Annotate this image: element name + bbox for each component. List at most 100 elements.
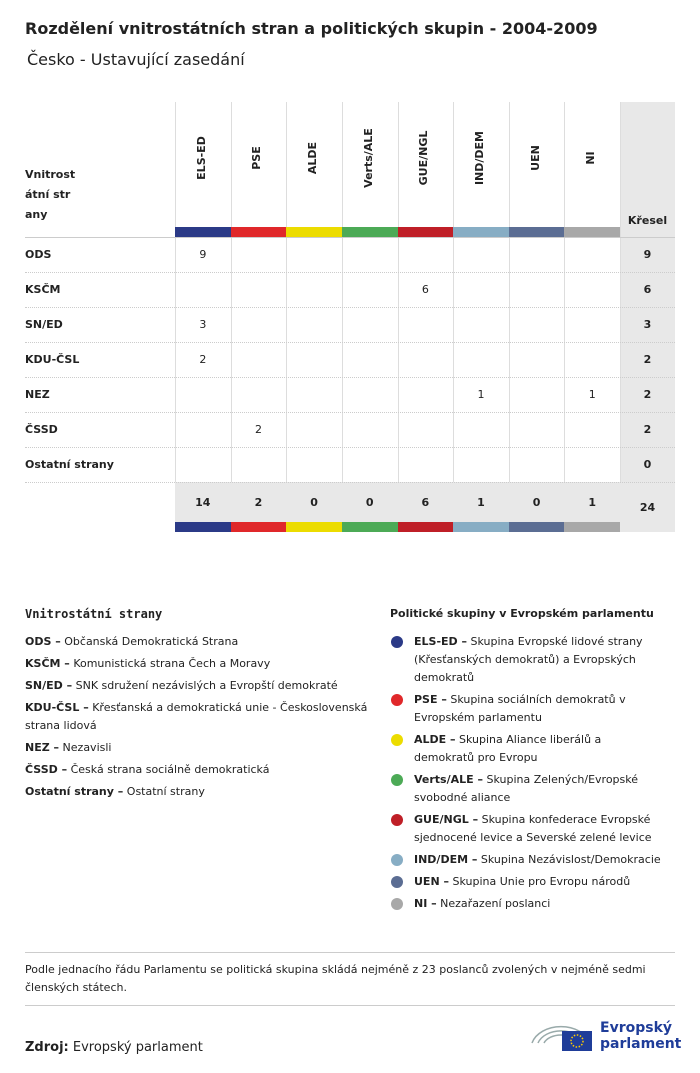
legend-description: Nezařazení poslanci — [440, 897, 551, 910]
logo-line: parlament — [600, 1036, 682, 1052]
color-bar — [397, 227, 454, 237]
legend-description: Skupina Evropské lidové strany (Křesťans… — [414, 635, 643, 684]
divider — [25, 952, 675, 953]
seats-column-bg — [620, 102, 675, 532]
legend-label: IND/DEM — [414, 853, 477, 866]
legend-label: ČSSD — [25, 763, 67, 776]
seat-count: 1 — [477, 388, 485, 401]
divider — [25, 1005, 675, 1006]
legend-description: Skupina sociálních demokratů v Evropském… — [414, 693, 626, 724]
party-total: 0 — [643, 458, 652, 471]
row-line — [25, 412, 675, 413]
column-line — [620, 102, 621, 482]
legend-dot — [391, 694, 403, 706]
color-bar — [453, 522, 509, 532]
legend-label: SN/ED — [25, 679, 72, 692]
legend-label: ALDE — [414, 733, 456, 746]
seat-count: 6 — [421, 283, 429, 296]
group-total: 14 — [195, 496, 211, 509]
legend-description: Skupina Aliance liberálů a demokratů pro… — [414, 733, 602, 764]
party-header: Vnitrostátní strany — [25, 168, 76, 221]
seat-count: 2 — [199, 353, 207, 366]
party-legend-item: NEZ Nezavisli — [25, 739, 370, 757]
column-line — [230, 102, 232, 482]
legend-label: Verts/ALE — [414, 773, 483, 786]
legend-description: Občanská Demokratická Strana — [64, 635, 239, 648]
group-header: ELS-ED — [194, 136, 208, 180]
legend-description: Komunistická strana Čech a Moravy — [73, 657, 271, 670]
color-bar — [230, 522, 287, 532]
column-line — [453, 102, 455, 482]
legend-label: UEN — [414, 875, 449, 888]
column-line — [508, 102, 510, 482]
color-bar — [286, 227, 342, 237]
group-header: GUE/NGL — [417, 130, 431, 186]
party-name: KSČM — [25, 283, 61, 296]
group-total: 0 — [532, 496, 541, 509]
group-header: IND/DEM — [472, 130, 486, 186]
legend-label: NI — [414, 897, 437, 910]
group-total: 1 — [588, 496, 597, 509]
party-name: Ostatní strany — [25, 458, 114, 471]
grand-total: 24 — [639, 501, 656, 514]
row-line — [25, 447, 675, 448]
seat-count: 1 — [588, 388, 596, 401]
row-line — [25, 342, 675, 343]
party-legend-item: KDU-ČSL Křesťanská a demokratická unie -… — [25, 699, 370, 735]
logo-icon — [531, 1025, 592, 1051]
party-name: ČSSD — [25, 423, 58, 436]
party-name: ODS — [25, 248, 52, 261]
group-total: 6 — [421, 496, 430, 509]
legend-description: Ostatní strany — [126, 785, 205, 798]
color-bar — [564, 227, 620, 237]
legend-label: KSČM — [25, 657, 70, 670]
column-line — [564, 102, 566, 482]
legend-label: ODS — [25, 635, 61, 648]
group-legend-item: Verts/ALE Skupina Zelených/Evropské svob… — [414, 771, 664, 807]
color-bar — [341, 522, 398, 532]
party-legend-item: Ostatní strany Ostatní strany — [25, 783, 370, 801]
legend-dot — [391, 898, 403, 910]
legend-label: KDU-ČSL — [25, 701, 89, 714]
group-total: 0 — [365, 496, 374, 509]
party-total: 6 — [643, 283, 652, 296]
group-header: ALDE — [306, 141, 320, 175]
legend-dot — [391, 876, 403, 888]
group-legend-item: GUE/NGL Skupina konfederace Evropské sje… — [414, 811, 664, 847]
row-line — [25, 482, 675, 483]
legend-label: NEZ — [25, 741, 59, 754]
legend-dot — [391, 636, 403, 648]
logo-text: Evropský parlament — [600, 1020, 681, 1052]
party-name: NEZ — [25, 388, 50, 401]
party-total: 2 — [643, 423, 652, 436]
legend-description: Česká strana sociálně demokratická — [70, 763, 270, 776]
footnote: Podle jednacího řádu Parlamentu se polit… — [25, 963, 646, 994]
seat-count: 2 — [254, 423, 262, 436]
legend-dot — [391, 814, 403, 826]
group-total: 0 — [310, 496, 318, 509]
party-total: 3 — [643, 318, 652, 331]
group-header: NI — [584, 151, 598, 165]
color-bar — [508, 522, 565, 532]
header-line — [175, 102, 176, 482]
party-name: SN/ED — [25, 318, 63, 331]
color-bar — [175, 227, 231, 237]
legend-description: Skupina Unie pro Evropu národů — [452, 875, 631, 888]
logo-line: Evropský — [600, 1020, 673, 1036]
color-bar — [564, 522, 620, 532]
color-bar — [341, 227, 398, 237]
group-legend-item: ALDE Skupina Aliance liberálů a demokrat… — [414, 731, 664, 767]
legend-dot — [391, 774, 403, 786]
legend-description: Nezavisli — [62, 741, 112, 754]
column-line — [286, 102, 288, 482]
group-legend-item: ELS-ED Skupina Evropské lidové strany (K… — [414, 633, 664, 687]
legend-dot — [391, 734, 403, 746]
column-line — [341, 102, 343, 482]
title: Rozdělení vnitrostátních stran a politic… — [25, 19, 598, 38]
legend-label: ELS-ED — [414, 635, 467, 648]
group-total: 2 — [254, 496, 263, 509]
group-legend-item: UEN Skupina Unie pro Evropu národů — [414, 873, 664, 891]
legend-label: Ostatní strany — [25, 785, 123, 798]
column-line — [397, 102, 399, 482]
